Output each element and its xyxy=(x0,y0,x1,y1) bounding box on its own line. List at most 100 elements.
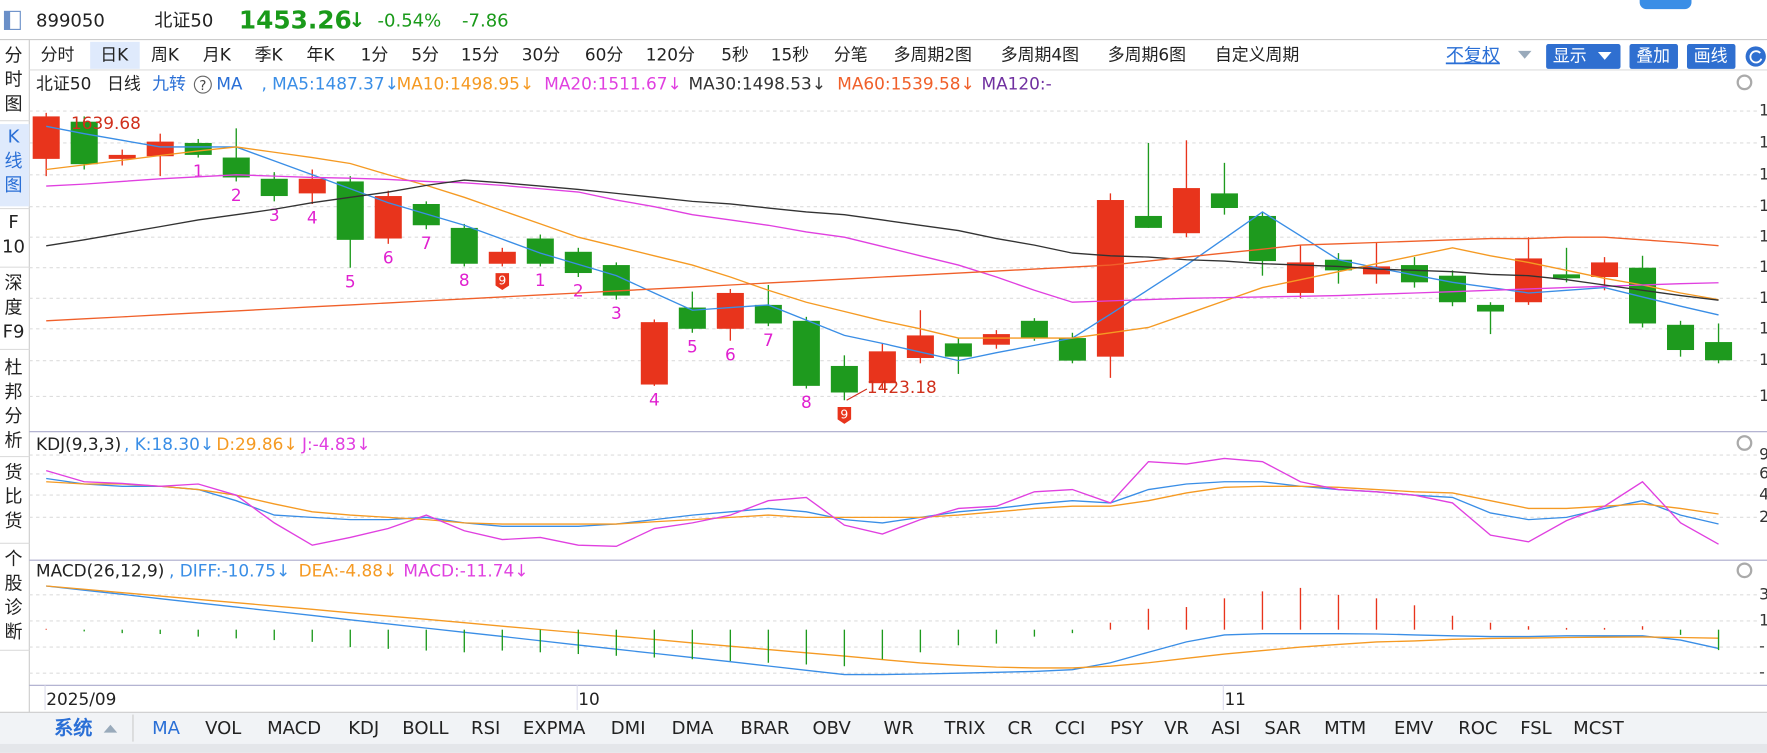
panel-toggle-fill xyxy=(4,11,11,30)
sidebar-tab[interactable]: 比 xyxy=(5,487,23,508)
settings-gear[interactable] xyxy=(1736,435,1753,451)
indicator-tab[interactable]: PSY xyxy=(1110,718,1144,739)
period-tab[interactable]: 分时 xyxy=(41,44,75,64)
corner-button[interactable] xyxy=(1639,0,1692,10)
period-tab[interactable]: 15秒 xyxy=(771,44,809,64)
indicator-tab[interactable]: DMA xyxy=(672,718,714,739)
sidebar-tab[interactable]: K xyxy=(8,127,21,148)
settings-gear[interactable] xyxy=(1736,74,1753,91)
sidebar-tab[interactable]: 个 xyxy=(5,549,23,570)
indicator-tab[interactable]: OBV xyxy=(813,718,852,739)
indicator-tab[interactable]: CCI xyxy=(1055,718,1085,739)
indicator-tab[interactable]: KDJ xyxy=(348,718,379,739)
candle-body xyxy=(1476,304,1505,312)
period-tab[interactable]: 年K xyxy=(307,44,336,64)
period-tab[interactable]: 月K xyxy=(203,44,232,64)
sidebar-tab[interactable]: 分 xyxy=(5,45,23,66)
candle-body xyxy=(716,292,744,329)
indicator-tab[interactable]: WR xyxy=(884,718,914,739)
period-tab[interactable]: 自定义周期 xyxy=(1215,44,1299,64)
indicator-tab[interactable]: CR xyxy=(1007,718,1032,739)
period-tab[interactable]: 周K xyxy=(151,44,180,64)
period-tab[interactable]: 5分 xyxy=(411,44,439,64)
period-tab[interactable]: 15分 xyxy=(461,44,499,64)
tool-button[interactable] xyxy=(1629,44,1678,69)
sidebar-tab[interactable]: F9 xyxy=(3,322,25,343)
sidebar-tab[interactable]: 度 xyxy=(5,297,23,318)
price: 1453.26 xyxy=(239,6,352,35)
refresh-button[interactable] xyxy=(1745,46,1766,67)
indicator-tab[interactable]: MTM xyxy=(1324,718,1366,739)
period-tab[interactable]: 5秒 xyxy=(721,44,749,64)
td-count: 8 xyxy=(801,392,812,412)
indicator-tab[interactable]: MCST xyxy=(1573,718,1625,739)
adjust-select[interactable]: 不复权 xyxy=(1446,45,1500,66)
series-line xyxy=(46,585,1719,669)
help-mark[interactable]: ? xyxy=(199,78,206,94)
sidebar-tab[interactable]: 诊 xyxy=(5,598,23,619)
sidebar-tab[interactable]: 时 xyxy=(5,70,23,91)
settings-gear[interactable] xyxy=(1736,562,1753,579)
sidebar-tab[interactable]: 析 xyxy=(5,430,23,451)
candle-body xyxy=(526,238,554,264)
indicator-tab[interactable]: MACD xyxy=(267,718,321,739)
indicator-tab[interactable]: TRIX xyxy=(943,718,985,739)
indicator-tab[interactable]: ASI xyxy=(1211,718,1240,739)
indicator-group[interactable]: 系统 xyxy=(54,717,92,740)
period-tab[interactable]: 季K xyxy=(255,44,284,64)
sidebar-tab[interactable]: 深 xyxy=(5,273,23,294)
period-tab[interactable]: 1分 xyxy=(361,44,389,64)
period-tab[interactable]: 30分 xyxy=(522,44,560,64)
period-tab[interactable]: 多周期6图 xyxy=(1108,44,1186,64)
indicator-tab[interactable]: SAR xyxy=(1264,718,1301,739)
indicator-tab[interactable]: DMI xyxy=(611,718,646,739)
period-tab[interactable]: 60分 xyxy=(585,44,623,64)
indicator-tab[interactable]: VOL xyxy=(205,718,241,739)
indicator-tab[interactable]: BRAR xyxy=(740,718,789,739)
period-tab[interactable]: 120分 xyxy=(646,44,695,64)
tool-button-label[interactable]: 画线 xyxy=(1694,45,1728,65)
candle-body xyxy=(1400,265,1429,283)
indicator-tab[interactable]: VR xyxy=(1164,718,1189,739)
td-count: 4 xyxy=(649,390,660,410)
tool-button[interactable] xyxy=(1686,44,1736,69)
td-count: 2 xyxy=(573,281,584,301)
sidebar-tab[interactable]: 货 xyxy=(5,511,23,532)
td-count: 6 xyxy=(383,247,394,267)
indicator-tab[interactable]: EMV xyxy=(1394,718,1434,739)
tool-button[interactable] xyxy=(1546,44,1621,69)
indicator-tab[interactable]: BOLL xyxy=(402,718,448,739)
sidebar-tab[interactable]: 股 xyxy=(5,573,23,594)
period-tab[interactable]: 多周期4图 xyxy=(1001,44,1079,64)
indicator-tab[interactable]: RSI xyxy=(471,718,500,739)
indicator-tab[interactable]: EXPMA xyxy=(523,718,586,739)
sidebar-tab[interactable]: 断 xyxy=(5,622,23,643)
tool-button-label[interactable]: 显示 xyxy=(1553,45,1587,65)
sidebar-tab[interactable]: 图 xyxy=(5,94,23,115)
sidebar-tab[interactable]: 线 xyxy=(5,151,23,172)
period-tab[interactable]: 日K xyxy=(100,44,129,64)
legend-label: MA60:1539.58↓ xyxy=(837,74,974,94)
sidebar-tab[interactable]: 分 xyxy=(5,406,23,427)
legend-label: MACD:-11.74↓ xyxy=(403,560,528,580)
sidebar-tab[interactable]: F xyxy=(8,212,18,233)
indicator-tab[interactable]: FSL xyxy=(1520,718,1552,739)
td-count: 3 xyxy=(611,303,622,323)
sidebar-tab[interactable]: 10 xyxy=(2,236,25,257)
sidebar-tab[interactable]: 货 xyxy=(5,462,23,483)
price-arrow: ↓ xyxy=(348,8,365,32)
candle-body xyxy=(1020,320,1048,339)
period-tab[interactable]: 分笔 xyxy=(834,44,868,64)
legend-label: D:29.86↓ xyxy=(216,434,297,454)
period-tab[interactable]: 多周期2图 xyxy=(894,44,972,64)
y-tick-label: 1 xyxy=(1759,164,1767,183)
sidebar-tab[interactable]: 杜 xyxy=(5,358,23,379)
sidebar-tab[interactable]: 图 xyxy=(5,175,23,196)
sidebar-tab[interactable]: 邦 xyxy=(5,382,23,403)
indicator-tab[interactable]: MA xyxy=(152,718,181,739)
help-icon[interactable] xyxy=(193,75,212,94)
tool-button-label[interactable]: 叠加 xyxy=(1636,45,1670,65)
candle-body xyxy=(564,251,592,274)
indicator-tab[interactable]: ROC xyxy=(1458,718,1497,739)
series-line xyxy=(46,174,1719,303)
